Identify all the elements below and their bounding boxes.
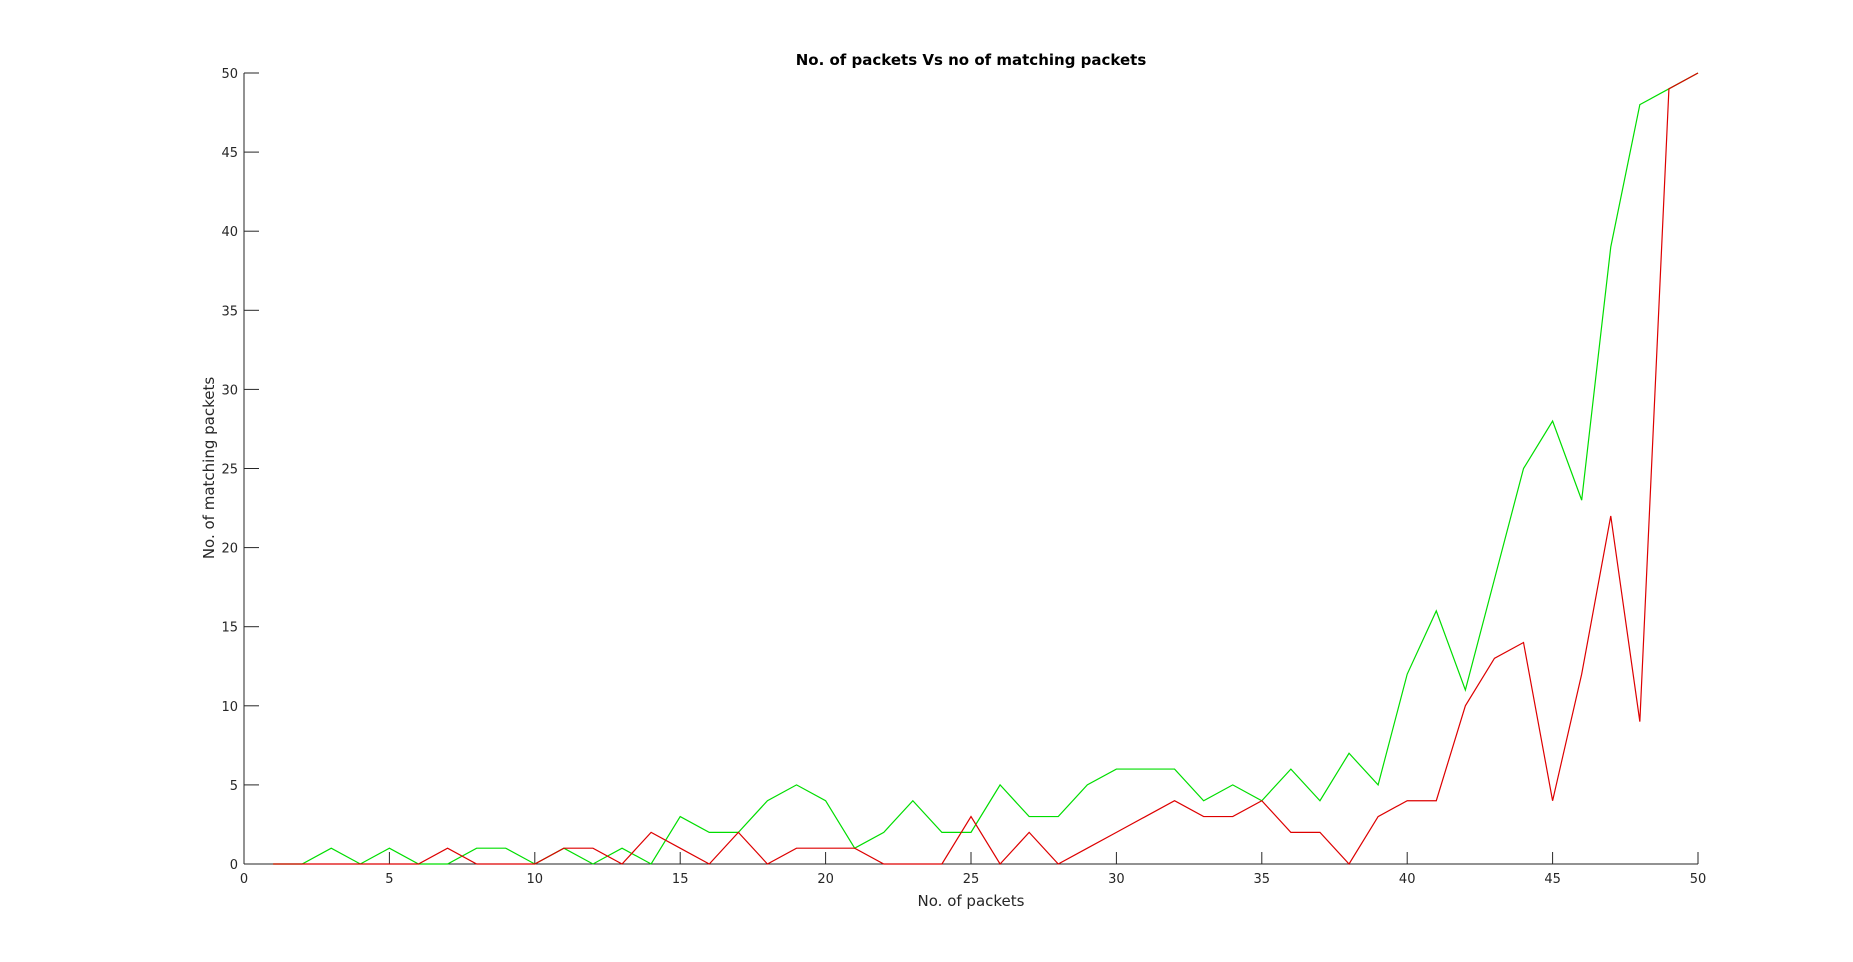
x-tick-label: 10 [527, 872, 544, 887]
x-tick-label: 25 [963, 872, 980, 887]
y-tick-label: 0 [230, 858, 238, 873]
axes [243, 73, 1698, 865]
y-tick-label: 25 [221, 463, 238, 478]
series-line-2 [273, 72, 1699, 865]
series-line-1 [273, 72, 1699, 865]
y-tick-label: 35 [221, 304, 238, 319]
y-tick-label: 20 [221, 542, 238, 557]
y-tick-label: 30 [221, 383, 238, 398]
x-tick-label: 30 [1108, 872, 1125, 887]
x-tick-label: 20 [817, 872, 834, 887]
series [273, 72, 1699, 865]
x-tick-label: 35 [1254, 872, 1271, 887]
chart-title: No. of packets Vs no of matching packets [796, 51, 1147, 69]
x-tick-label: 5 [385, 872, 393, 887]
y-tick-label: 10 [221, 700, 238, 715]
x-tick-label: 45 [1544, 872, 1561, 887]
x-tick-label: 15 [672, 872, 689, 887]
x-axis-label: No. of packets [918, 892, 1025, 910]
y-tick-label: 40 [221, 225, 238, 240]
x-tick-label: 0 [240, 872, 248, 887]
ticks: 0 5 10 15 20 25 30 35 40 45 50 0 5 10 15 20 25 30 35 40 45 50 [221, 67, 1706, 887]
y-tick-label: 5 [230, 779, 238, 794]
y-tick-label: 15 [221, 621, 238, 636]
y-tick-label: 45 [221, 146, 238, 161]
x-tick-label: 50 [1690, 872, 1707, 887]
x-tick-label: 40 [1399, 872, 1416, 887]
y-axis-label: No. of matching packets [200, 377, 218, 560]
y-tick-label: 50 [221, 67, 238, 82]
